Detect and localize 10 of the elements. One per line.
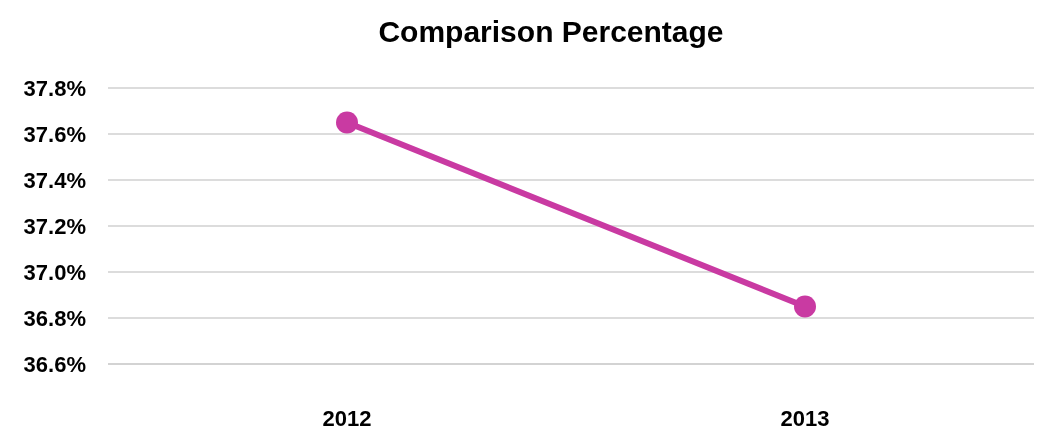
x-tick-label: 2012: [322, 406, 372, 431]
x-tick-label: 2013: [780, 406, 830, 431]
y-tick-label: 37.2%: [23, 213, 86, 239]
y-tick-label: 37.0%: [23, 259, 86, 285]
y-tick-label: 36.8%: [23, 305, 86, 331]
chart-title: Comparison Percentage: [378, 15, 724, 48]
y-tick-label: 37.6%: [23, 121, 86, 147]
y-tick-label: 36.6%: [23, 351, 86, 377]
y-tick-label: 37.8%: [23, 75, 86, 101]
y-tick-label: 37.4%: [23, 167, 86, 193]
